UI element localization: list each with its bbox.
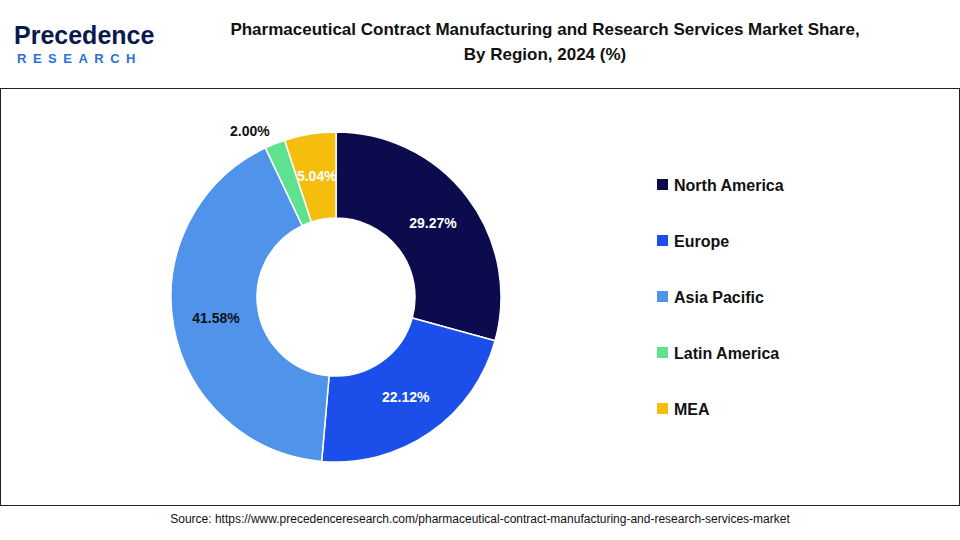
data-label: 41.58% bbox=[192, 310, 240, 326]
plot-area bbox=[171, 132, 501, 462]
legend-label: MEA bbox=[674, 401, 710, 418]
logo-sub: RESEARCH bbox=[17, 51, 142, 66]
slice bbox=[336, 132, 501, 341]
logo-name: Precedence bbox=[14, 21, 154, 49]
chart-frame bbox=[1, 89, 960, 506]
legend: North America Europe Asia Pacific Latin Ame… bbox=[657, 177, 784, 418]
legend-label: North America bbox=[674, 177, 784, 194]
legend-swatch bbox=[657, 179, 668, 190]
data-label: 2.00% bbox=[230, 123, 270, 139]
data-labels: 29.27% 22.12% 41.58% 2.00% 5.04% bbox=[192, 123, 457, 405]
chart-root: Precedence RESEARCH Pharmaceutical Contrac… bbox=[0, 0, 960, 540]
legend-swatch bbox=[657, 291, 668, 302]
background bbox=[0, 0, 960, 540]
legend-label: Latin America bbox=[674, 345, 779, 362]
chart-title-line: By Region, 2024 (%) bbox=[464, 45, 627, 64]
source-note: Source: https://www.precedenceresearch.c… bbox=[170, 512, 790, 526]
data-label: 22.12% bbox=[382, 389, 430, 405]
data-label: 5.04% bbox=[297, 168, 337, 184]
chart-title: Pharmaceutical Contract Manufacturing an… bbox=[230, 20, 859, 64]
legend-label: Europe bbox=[674, 233, 729, 250]
legend-swatch bbox=[657, 235, 668, 246]
legend-swatch bbox=[657, 347, 668, 358]
legend-swatch bbox=[657, 403, 668, 414]
data-label: 29.27% bbox=[409, 215, 457, 231]
slice bbox=[322, 318, 495, 462]
legend-label: Asia Pacific bbox=[674, 289, 764, 306]
chart-title-line: Pharmaceutical Contract Manufacturing an… bbox=[230, 20, 859, 39]
